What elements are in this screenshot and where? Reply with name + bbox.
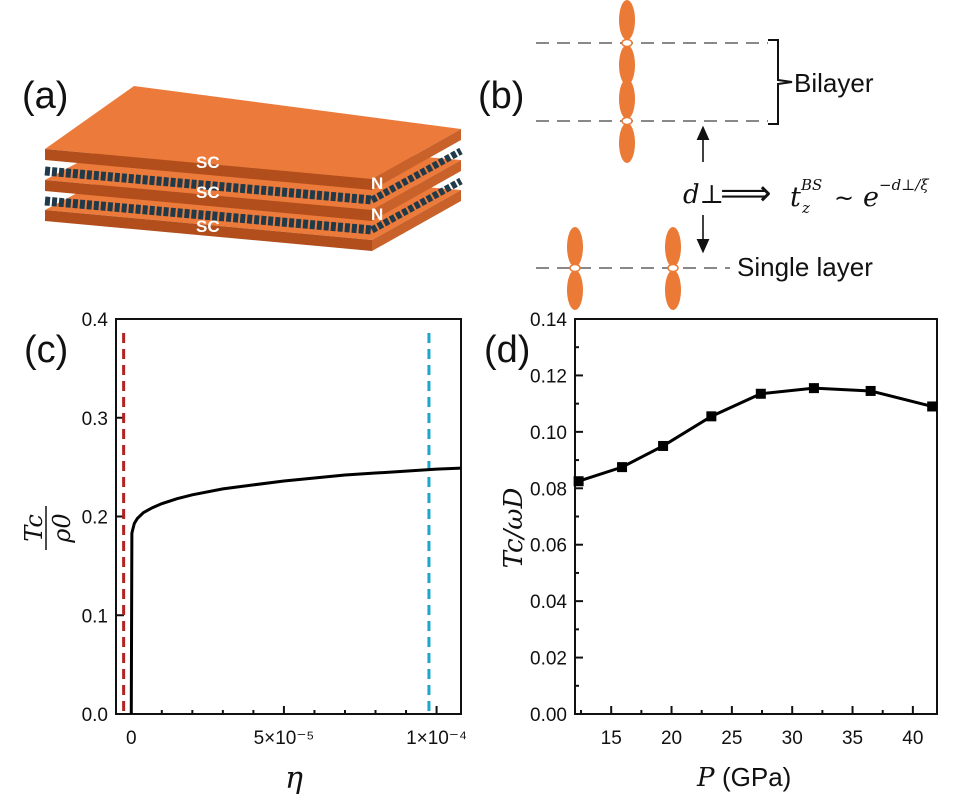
data-point-d: [755, 388, 766, 399]
sc-label-bottom: SC: [196, 217, 220, 236]
single-layer-label: Single layer: [737, 252, 873, 282]
n-label-upper: N: [371, 174, 383, 193]
data-point-d: [865, 385, 876, 396]
y-tick-label-c: 0.1: [82, 606, 108, 627]
bilayer-label: Bilayer: [794, 68, 874, 98]
x-axis-label-c: η: [285, 761, 303, 796]
sc-label-top: SC: [196, 153, 220, 172]
y-tick-label-d: 0.06: [530, 536, 567, 557]
orbital-single-right: [665, 227, 681, 310]
x-tick-label-d: 15: [601, 728, 622, 749]
atom-row-upper: [44, 147, 463, 205]
y-tick-label-d: 0.00: [530, 705, 567, 726]
plot-frame-d: [574, 318, 938, 715]
y-tick-label-c: 0.2: [82, 508, 108, 529]
hop-superscript: BS: [800, 176, 822, 194]
panel-d: (d) 0.00 0.02 0.04 0.06 0.08 0.10 0.12 0.14 15 20…: [484, 310, 938, 793]
y-tick-label-c: 0.3: [82, 409, 108, 430]
tilde: ~: [834, 184, 854, 212]
y-tick-label-d: 0.10: [530, 423, 567, 444]
atom-row-lower: [44, 177, 463, 235]
series-line-d: [578, 386, 933, 483]
panel-b-label: (b): [478, 75, 524, 117]
x-label-var: P: [696, 763, 715, 793]
hop-symbol: t: [790, 182, 801, 213]
panel-c: (c) 0.0 0.1 0.2 0.3 0.4 0 5×10⁻⁵ 1×10⁻⁴ η Tc ρ0: [20, 310, 467, 796]
y-axis-label-c: Tc ρ0: [20, 506, 76, 550]
plot-frame-c: [115, 318, 462, 715]
distance-label: d⊥: [683, 180, 724, 210]
y-label-denominator: ρ0: [48, 513, 76, 543]
data-point-d: [808, 383, 819, 394]
y-label-numerator: Tc: [20, 514, 48, 542]
y-tick-label-c: 0.4: [82, 310, 109, 331]
x-tick-label-d: 35: [842, 728, 863, 749]
implies-arrow: ⟹: [720, 173, 772, 214]
y-tick-label-d: 0.12: [530, 366, 567, 387]
bilayer-brace: [768, 39, 793, 125]
panel-a: (a) SC SC SC N N: [22, 75, 463, 251]
sc-label-middle: SC: [196, 183, 220, 202]
hop-subscript: z: [801, 199, 810, 217]
orbital-bilayer: [619, 0, 635, 163]
panel-c-label: (c): [24, 329, 68, 371]
y-tick-label-d: 0.14: [530, 310, 567, 331]
x-tick-label-d: 30: [782, 728, 803, 749]
y-tick-label-d: 0.02: [530, 649, 567, 670]
exp-power: −d⊥/ξ: [879, 176, 929, 194]
panel-b: (b) Bilayer Single layer d⊥ ⟹: [478, 0, 929, 310]
y-tick-label-c: 0.0: [82, 705, 108, 726]
data-point-d: [573, 476, 584, 487]
y-tick-label-d: 0.04: [530, 592, 567, 613]
hopping-formula: t BS z ~ e −d⊥/ξ: [790, 176, 929, 217]
exp-base: e: [863, 182, 879, 213]
x-label-unit: (GPa): [722, 762, 791, 792]
orbital-single-left: [567, 227, 583, 310]
x-tick-label-c: 1×10⁻⁴: [406, 728, 467, 749]
x-tick-label-d: 40: [902, 728, 923, 749]
x-tick-label-d: 25: [721, 728, 742, 749]
y-tick-label-d: 0.08: [530, 479, 567, 500]
n-label-lower: N: [371, 205, 383, 224]
x-tick-label-c: 0: [126, 728, 137, 749]
sc-slab-top: [45, 86, 461, 190]
series-line-c: [129, 466, 462, 715]
x-tick-label-c: 5×10⁻⁵: [254, 728, 315, 749]
panel-d-label: (d): [484, 329, 530, 371]
data-point-d: [658, 440, 669, 451]
data-point-d: [706, 411, 717, 422]
data-point-d: [927, 401, 938, 412]
data-point-d: [617, 462, 628, 473]
y-axis-label-d: Tc/ωD: [499, 488, 529, 569]
panel-a-label: (a): [22, 75, 68, 117]
x-axis-label-d: P (GPa): [696, 762, 791, 793]
x-tick-label-d: 20: [661, 728, 682, 749]
